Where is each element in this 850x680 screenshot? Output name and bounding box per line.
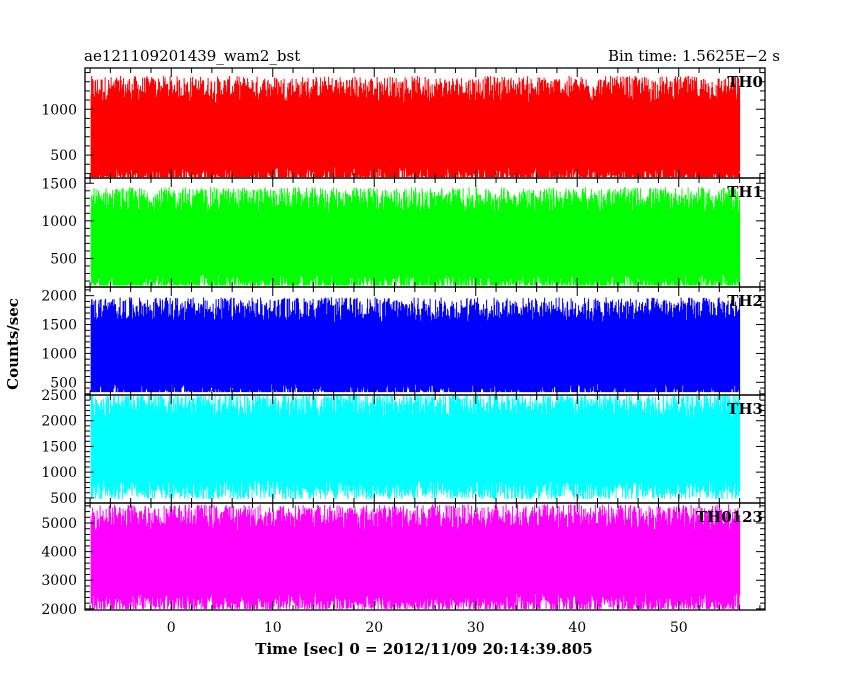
x-tick-label: 0 bbox=[167, 620, 176, 636]
panel-label: TH2 bbox=[727, 292, 763, 310]
y-tick-label: 500 bbox=[50, 375, 77, 391]
bin-time-label: Bin time: 1.5625E−2 s bbox=[608, 47, 780, 65]
chart-title: ae121109201439_wam2_bst bbox=[84, 47, 300, 65]
y-tick-label: 2500 bbox=[41, 388, 77, 404]
panel-th3: 500 1000 1500 2000 2500 TH3 bbox=[41, 388, 766, 507]
y-tick-label: 2000 bbox=[41, 414, 77, 430]
series-line-th3 bbox=[90, 396, 741, 499]
y-tick-label: 5000 bbox=[41, 516, 77, 532]
y-tick-label: 1000 bbox=[41, 346, 77, 362]
y-tick-label: 500 bbox=[50, 251, 77, 267]
y-tick-label: 1500 bbox=[41, 176, 77, 192]
panel-label: TH3 bbox=[727, 400, 763, 418]
y-tick-label: 1000 bbox=[41, 102, 77, 118]
panel-frame bbox=[84, 502, 766, 611]
series-line-th0123 bbox=[90, 504, 741, 609]
panel-th2: 500 1000 1500 2000 TH2 bbox=[41, 286, 766, 396]
x-tick-label: 30 bbox=[467, 620, 485, 636]
y-tick-label: 2000 bbox=[41, 289, 77, 305]
x-tick-label: 50 bbox=[670, 620, 688, 636]
y-tick-label: 1000 bbox=[41, 214, 77, 230]
panel-label: TH1 bbox=[727, 183, 763, 201]
x-tick-label: 40 bbox=[568, 620, 586, 636]
y-tick-label: 4000 bbox=[41, 545, 77, 561]
series-line-th0 bbox=[90, 75, 741, 177]
y-tick-label: 1500 bbox=[41, 318, 77, 334]
panel-label: TH0123 bbox=[696, 508, 763, 526]
x-axis-label: Time [sec] 0 = 2012/11/09 20:14:39.805 bbox=[255, 640, 592, 658]
y-tick-label: 2000 bbox=[41, 602, 77, 618]
y-tick-label: 3000 bbox=[41, 573, 77, 589]
panel-th0123: 2000 3000 4000 5000 TH0123 bbox=[41, 502, 766, 618]
panel-label: TH0 bbox=[727, 73, 763, 91]
y-tick-label: 1000 bbox=[41, 465, 77, 481]
y-tick-label: 500 bbox=[50, 491, 77, 507]
y-tick-label: 1500 bbox=[41, 439, 77, 455]
panel-th0: 500 1000 TH0 bbox=[41, 67, 766, 179]
x-tick-label: 20 bbox=[365, 620, 383, 636]
y-axis-label: Counts/sec bbox=[4, 298, 22, 390]
x-tick-label: 10 bbox=[264, 620, 282, 636]
series-line-th2 bbox=[90, 297, 741, 393]
series-line-th1 bbox=[90, 187, 741, 286]
panel-th1: 500 1000 1500 TH1 bbox=[41, 176, 766, 288]
y-tick-label: 500 bbox=[50, 148, 77, 164]
